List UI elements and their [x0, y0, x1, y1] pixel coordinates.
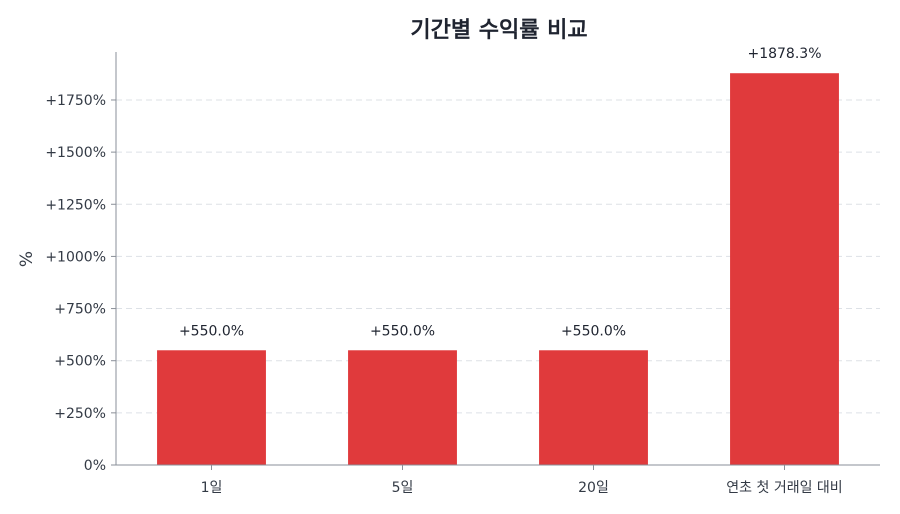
bar [348, 350, 457, 465]
data-label: +550.0% [370, 323, 435, 339]
bars [157, 73, 839, 465]
axes: 0% +250% +500% +750% +1000% +1250% +1500% +1750… [45, 52, 880, 496]
grid-lines [116, 99, 880, 414]
x-tick-label: 연초 첫 거래일 대비 [726, 480, 842, 496]
y-tick-label: 0% [84, 458, 106, 474]
y-tick-label: +1750% [45, 93, 106, 109]
data-label: +1878.3% [747, 46, 821, 62]
y-axis-label: % [17, 251, 37, 267]
bar [539, 350, 648, 465]
data-label: +550.0% [179, 323, 244, 339]
x-tick-label: 20일 [578, 480, 609, 496]
y-tick-label: +250% [54, 406, 106, 422]
data-labels: +550.0% +550.0% +550.0% +1878.3% [179, 46, 822, 339]
chart-title: 기간별 수익률 비교 [410, 18, 587, 43]
y-tick-label: +1250% [45, 197, 106, 213]
bar [730, 73, 839, 465]
y-tick-label: +1500% [45, 145, 106, 161]
y-tick-label: +750% [54, 302, 106, 318]
data-label: +550.0% [561, 323, 626, 339]
bar [157, 350, 266, 465]
y-tick-label: +1000% [45, 249, 106, 265]
x-tick-label: 5일 [392, 480, 414, 496]
y-tick-label: +500% [54, 354, 106, 370]
x-tick-label: 1일 [201, 480, 223, 496]
